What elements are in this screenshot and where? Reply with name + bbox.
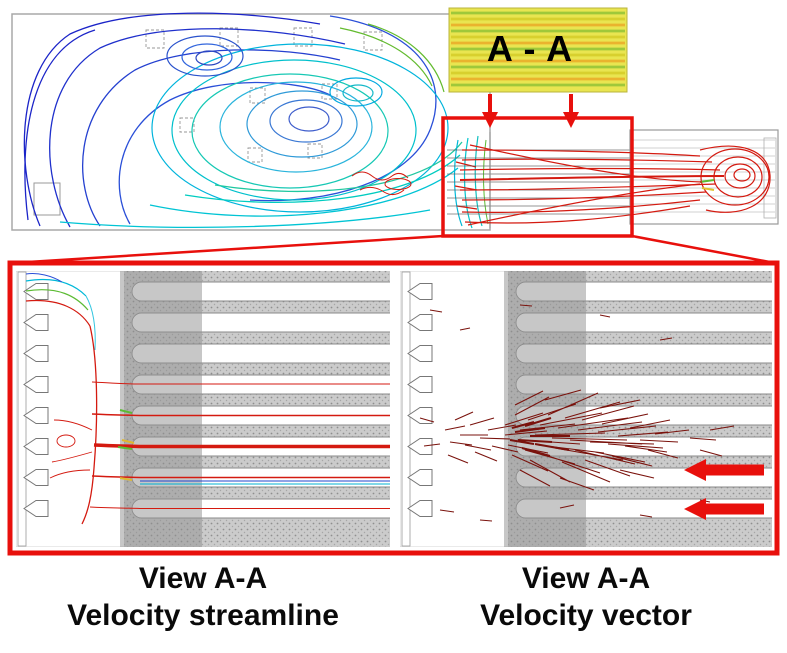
caption-view-aa-left: View A-A: [138, 562, 268, 595]
vector-field: [419, 304, 735, 522]
cut-region-marks: [453, 135, 489, 229]
red-streamlines-top: [351, 171, 412, 196]
top-view-streamline-plot: [11, 12, 491, 231]
caption-velocity-vector: View A-A Velocity vector: [400, 560, 772, 634]
outflow-streamlines: [459, 144, 725, 226]
chamber-outline: [11, 13, 491, 231]
zoom-connector-lines: [11, 234, 776, 265]
section-arrow-down-icon: [482, 94, 498, 128]
flow-arrow-left-icon: [684, 459, 764, 481]
section-arrow-down-icon: [563, 94, 579, 128]
zoom-source-box: [441, 116, 634, 238]
green-streamlines: [339, 23, 445, 93]
flow-arrow-left-icon: [684, 498, 764, 520]
caption-view-aa-right: View A-A: [521, 562, 651, 595]
streamline-lines: [25, 273, 390, 525]
fin-tips: [407, 283, 433, 517]
caption-velocity-streamline: View A-A Velocity streamline: [16, 560, 390, 634]
caption-vector-label: Velocity vector: [480, 599, 692, 632]
section-arrows: [482, 94, 579, 128]
cyan-streamlines: [59, 141, 463, 229]
section-plane-band: [120, 271, 202, 547]
vortex-streamlines: [151, 35, 449, 213]
blue-streamlines: [23, 12, 437, 228]
inlet-duct: [448, 7, 628, 93]
panel-velocity-vector: [400, 271, 772, 547]
mounting-holes: [145, 27, 383, 163]
caption-streamline-label: Velocity streamline: [67, 599, 339, 632]
section-label: A - A: [486, 28, 574, 69]
panel-velocity-streamline: [16, 271, 390, 547]
section-plane-band: [504, 271, 586, 547]
fin-tips: [23, 283, 49, 517]
